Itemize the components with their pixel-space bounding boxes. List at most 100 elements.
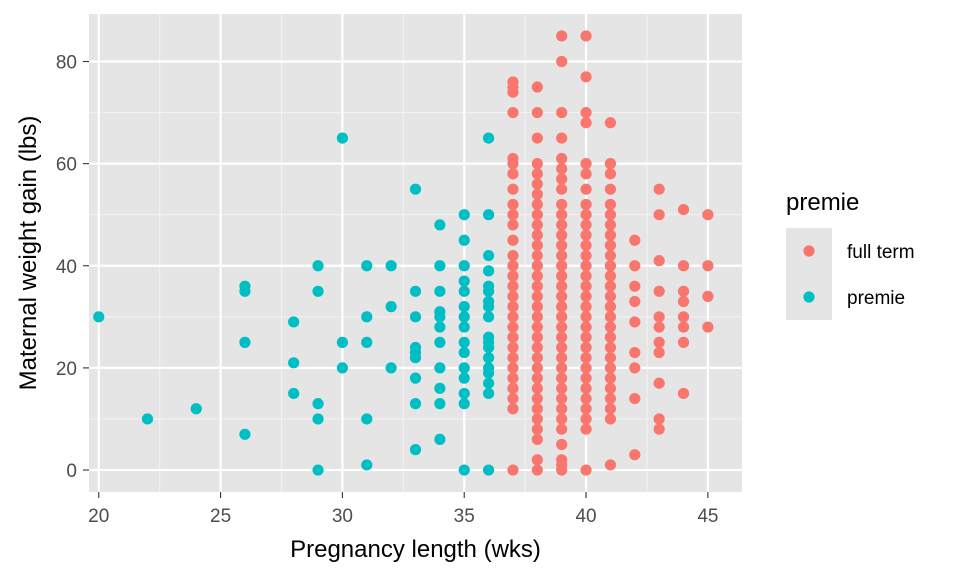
legend-label-full-term: full term [847, 242, 915, 263]
data-point-full-term [507, 321, 519, 333]
data-point-full-term [556, 423, 568, 435]
data-point-full-term [653, 255, 665, 267]
data-point-premie [336, 336, 349, 348]
data-point-full-term [580, 372, 592, 384]
data-point-full-term [629, 280, 641, 292]
data-point-full-term [531, 229, 543, 241]
y-tick-label: 60 [56, 155, 77, 176]
data-point-premie [434, 336, 446, 348]
data-point-full-term [507, 198, 519, 211]
data-point-full-term [604, 198, 617, 211]
data-point-full-term [629, 316, 641, 328]
data-point-full-term [653, 423, 665, 435]
data-point-premie [482, 311, 495, 323]
y-tick-label: 0 [66, 461, 77, 482]
data-point-full-term [677, 321, 690, 333]
data-point-full-term [556, 173, 568, 185]
data-point-full-term [507, 311, 519, 323]
data-point-full-term [556, 270, 568, 282]
data-point-full-term [531, 321, 543, 333]
data-point-full-term [531, 341, 543, 354]
data-point-full-term [580, 352, 592, 364]
data-point-full-term [507, 76, 519, 88]
data-point-premie [434, 433, 446, 445]
x-tick-label: 45 [697, 506, 718, 527]
plot-panel [89, 14, 742, 492]
data-point-full-term [507, 341, 519, 354]
data-point-full-term [580, 301, 592, 313]
data-point-premie [482, 352, 495, 364]
data-points [93, 30, 714, 476]
data-point-full-term [556, 209, 568, 221]
data-point-full-term [580, 392, 592, 405]
data-point-full-term [507, 234, 519, 246]
data-point-premie [458, 336, 470, 348]
data-point-premie [482, 280, 495, 292]
data-point-full-term [507, 403, 519, 415]
data-point-full-term [580, 30, 592, 42]
data-point-full-term [580, 183, 592, 195]
data-point-premie [434, 219, 446, 231]
data-point-premie [409, 372, 422, 384]
data-point-premie [482, 362, 495, 374]
data-point-premie [288, 387, 300, 400]
x-axis: 20 25 30 35 40 45 [88, 492, 718, 527]
data-point-full-term [604, 249, 617, 262]
data-point-full-term [556, 219, 568, 231]
data-point-full-term [580, 413, 592, 425]
data-point-premie [482, 387, 495, 400]
data-point-full-term [507, 249, 519, 262]
data-point-full-term [629, 260, 641, 272]
data-point-premie [361, 260, 373, 272]
data-point-full-term [556, 229, 568, 241]
data-point-full-term [580, 158, 592, 170]
data-point-full-term [629, 234, 641, 246]
data-point-full-term [531, 260, 543, 272]
data-point-full-term [556, 106, 568, 119]
legend-key-background [786, 228, 832, 320]
data-point-full-term [556, 301, 568, 313]
data-point-full-term [507, 331, 519, 343]
data-point-premie [458, 234, 470, 246]
data-point-full-term [653, 183, 665, 195]
data-point-full-term [702, 260, 714, 272]
data-point-premie [434, 260, 446, 272]
data-point-full-term [629, 362, 641, 374]
data-point-premie [458, 301, 470, 313]
legend-marker-full-term [803, 245, 815, 257]
data-point-full-term [629, 392, 641, 405]
data-point-full-term [556, 362, 568, 374]
data-point-full-term [677, 203, 690, 216]
data-point-premie [458, 321, 470, 333]
data-point-full-term [531, 198, 543, 211]
data-point-full-term [556, 132, 568, 144]
data-point-premie [361, 311, 373, 323]
data-point-premie [93, 311, 105, 323]
data-point-premie [385, 362, 397, 374]
data-point-full-term [556, 30, 568, 42]
data-point-full-term [507, 382, 519, 394]
data-point-full-term [556, 163, 568, 175]
data-point-full-term [580, 168, 592, 180]
data-point-premie [458, 362, 470, 374]
data-point-premie [482, 209, 495, 221]
data-point-full-term [556, 372, 568, 384]
data-point-full-term [531, 433, 543, 445]
data-point-full-term [556, 55, 568, 68]
data-point-full-term [604, 372, 617, 384]
data-point-full-term [580, 239, 592, 251]
data-point-premie [141, 413, 154, 425]
data-point-full-term [653, 321, 665, 333]
y-tick-label: 80 [56, 52, 77, 73]
data-point-full-term [604, 301, 617, 313]
data-point-premie [361, 336, 373, 348]
data-point-premie [409, 183, 422, 195]
data-point-full-term [677, 260, 690, 272]
data-point-full-term [556, 280, 568, 292]
data-point-full-term [604, 311, 617, 323]
data-point-full-term [507, 183, 519, 195]
data-point-full-term [653, 346, 665, 359]
data-point-premie [336, 132, 349, 144]
data-point-full-term [531, 81, 543, 93]
data-point-full-term [580, 229, 592, 241]
